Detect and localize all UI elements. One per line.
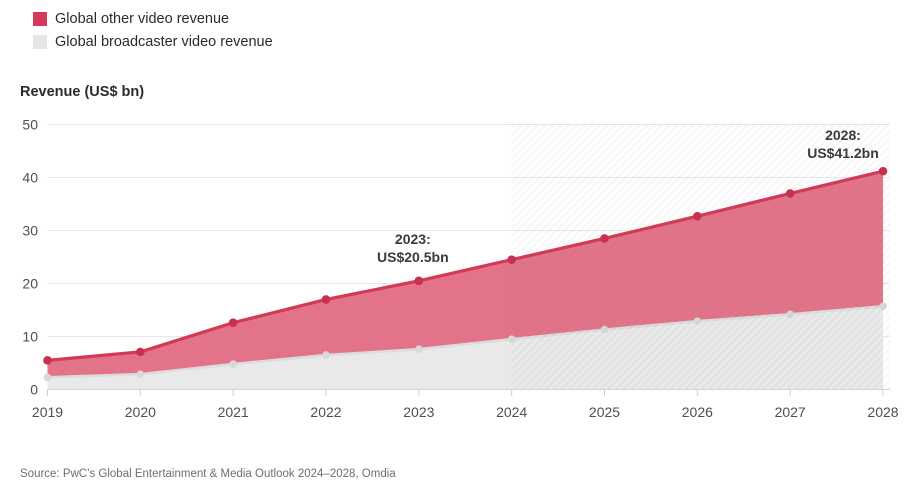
data-point-other-2022 <box>321 295 331 304</box>
data-point-broadcaster-2020 <box>136 370 145 378</box>
x-axis-label-2025: 2025 <box>589 404 620 420</box>
legend-item-other-video: Global other video revenue <box>33 7 273 30</box>
data-point-other-2019 <box>43 356 52 365</box>
y-axis-label-40: 40 <box>22 170 38 186</box>
annotation-2023-line1: 2023: <box>395 231 431 247</box>
data-point-other-2023 <box>414 276 424 286</box>
legend-label-broadcaster-video: Global broadcaster video revenue <box>55 33 273 50</box>
data-point-other-2020 <box>136 347 145 357</box>
y-axis-label-10: 10 <box>22 329 38 345</box>
x-axis-label-2026: 2026 <box>682 404 713 420</box>
x-axis-label-2020: 2020 <box>125 404 156 420</box>
y-axis-label-30: 30 <box>22 223 38 239</box>
annotations-layer: 2023: US$20.5bn 2028: US$41.2bn <box>377 127 879 265</box>
forecast-hatch-overlay <box>511 124 890 390</box>
y-axis-label-50: 50 <box>22 117 38 133</box>
source-note: Source: PwC’s Global Entertainment & Med… <box>20 468 396 480</box>
annotation-2028-line1: 2028: <box>825 127 861 143</box>
x-axis-label-2024: 2024 <box>496 404 527 420</box>
legend-item-broadcaster-video: Global broadcaster video revenue <box>33 30 273 53</box>
x-axis-label-2023: 2023 <box>403 404 434 420</box>
axes-layer: 2019 2020 2021 2022 2023 2024 2025 2026 2027 2028… <box>22 117 898 421</box>
y-axis-title: Revenue (US$ bn) <box>20 84 145 100</box>
legend-swatch-broadcaster-video-icon <box>33 34 47 49</box>
x-axis-label-2021: 2021 <box>218 404 249 420</box>
data-point-broadcaster-2021 <box>229 360 237 368</box>
annotation-2028-line2: US$41.2bn <box>807 145 879 161</box>
data-point-broadcaster-2022 <box>322 351 330 359</box>
forecast-layer <box>511 124 890 390</box>
x-axis-label-2019: 2019 <box>32 404 63 420</box>
annotation-2023-line2: US$20.5bn <box>377 249 449 265</box>
legend-label-other-video: Global other video revenue <box>55 10 230 27</box>
data-point-broadcaster-2019 <box>43 373 52 382</box>
data-point-other-2021 <box>228 318 238 328</box>
legend: Global other video revenue Global broadc… <box>33 7 273 53</box>
x-axis-label-2027: 2027 <box>775 404 806 420</box>
y-axis-label-0: 0 <box>30 382 38 398</box>
data-point-broadcaster-2023 <box>415 345 423 354</box>
x-axis-label-2028: 2028 <box>867 404 898 420</box>
y-axis-label-20: 20 <box>22 276 38 292</box>
x-axis-label-2022: 2022 <box>310 404 341 420</box>
legend-swatch-other-video-icon <box>33 11 47 26</box>
